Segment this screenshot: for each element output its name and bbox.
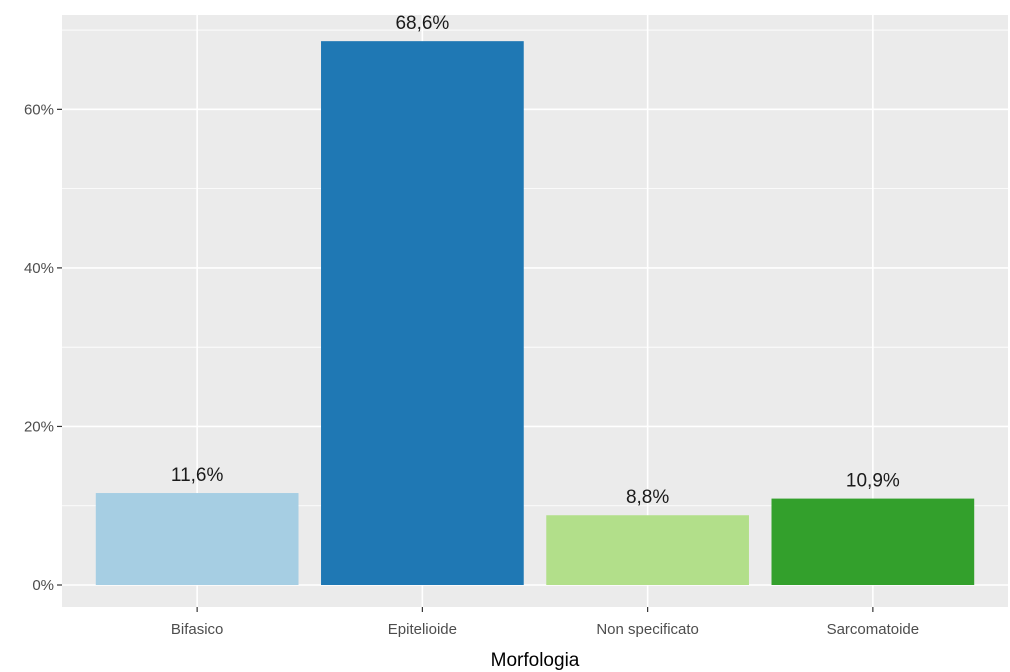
bar-bifasico	[95, 493, 299, 585]
bar-non-specificato	[546, 515, 749, 585]
bar-value-label: 68,6%	[395, 13, 449, 34]
y-tick-label: 40%	[24, 260, 54, 277]
x-tick-label: Epitelioide	[388, 621, 457, 638]
bar-epitelioide	[321, 41, 524, 586]
y-tick-label: 20%	[24, 418, 54, 435]
bar-value-label: 8,8%	[626, 487, 669, 508]
y-tick-label: 0%	[32, 577, 54, 594]
x-tick-label: Non specificato	[596, 621, 699, 638]
x-tick-label: Sarcomatoide	[827, 621, 920, 638]
y-axis: 0% 20% 40% 60%	[24, 101, 62, 594]
bar-value-label: 10,9%	[846, 471, 900, 492]
bar-sarcomatoide	[771, 498, 975, 585]
x-axis: Bifasico Epitelioide Non specificato Sarcom…	[171, 607, 919, 638]
x-tick-label: Bifasico	[171, 621, 224, 638]
x-axis-title: Morfologia	[491, 650, 580, 671]
y-tick-label: 60%	[24, 101, 54, 118]
bars	[95, 41, 975, 586]
bar-value-label: 11,6%	[171, 465, 224, 486]
bar-value-labels: 11,6% 68,6% 8,8% 10,9%	[171, 13, 900, 508]
